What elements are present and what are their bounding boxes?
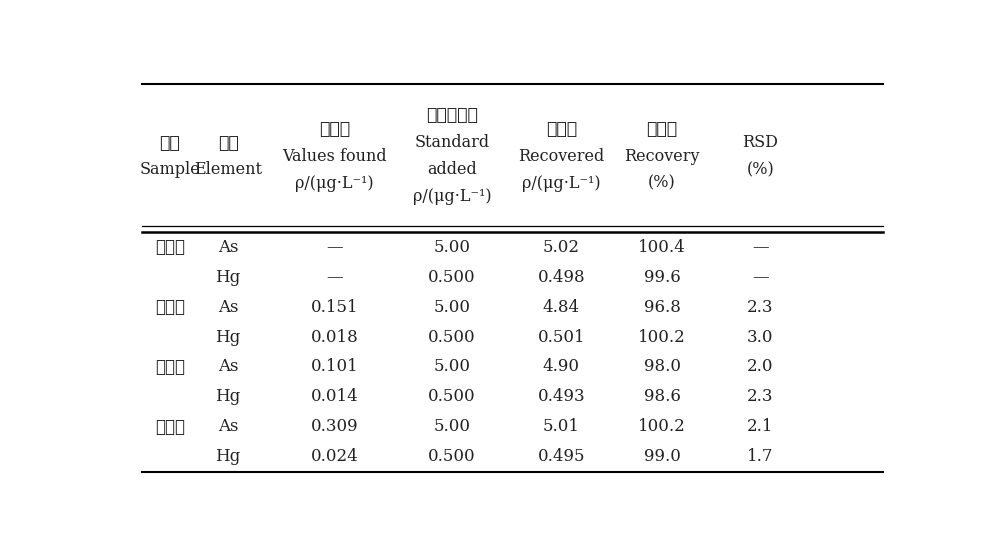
Text: 0.500: 0.500 xyxy=(428,448,476,465)
Text: —: — xyxy=(326,269,343,286)
Text: 0.498: 0.498 xyxy=(538,269,585,286)
Text: 景观水: 景观水 xyxy=(155,418,185,435)
Text: 0.501: 0.501 xyxy=(538,329,585,345)
Text: 100.2: 100.2 xyxy=(638,418,686,435)
Text: Recovered: Recovered xyxy=(518,148,604,165)
Text: 0.493: 0.493 xyxy=(538,388,585,405)
Text: 0.024: 0.024 xyxy=(310,448,358,465)
Text: 5.00: 5.00 xyxy=(434,418,471,435)
Text: 0.101: 0.101 xyxy=(310,358,358,375)
Text: 2.3: 2.3 xyxy=(747,388,774,405)
Text: As: As xyxy=(218,358,238,375)
Text: 2.0: 2.0 xyxy=(747,358,774,375)
Text: As: As xyxy=(218,239,238,256)
Text: 0.018: 0.018 xyxy=(310,329,358,345)
Text: 4.90: 4.90 xyxy=(543,358,580,375)
Text: 99.0: 99.0 xyxy=(644,448,681,465)
Text: 元素: 元素 xyxy=(218,134,238,151)
Text: 0.014: 0.014 xyxy=(310,388,358,405)
Text: 样品: 样品 xyxy=(160,134,180,151)
Text: 5.01: 5.01 xyxy=(543,418,580,435)
Text: 5.02: 5.02 xyxy=(543,239,580,256)
Text: 98.0: 98.0 xyxy=(644,358,681,375)
Text: 2.1: 2.1 xyxy=(747,418,774,435)
Text: Hg: Hg xyxy=(215,388,241,405)
Text: 回收率: 回收率 xyxy=(647,120,678,138)
Text: As: As xyxy=(218,299,238,315)
Text: 0.495: 0.495 xyxy=(538,448,585,465)
Text: 98.6: 98.6 xyxy=(644,388,681,405)
Text: —: — xyxy=(326,239,343,256)
Text: 3.0: 3.0 xyxy=(747,329,774,345)
Text: 2.3: 2.3 xyxy=(747,299,774,315)
Text: 5.00: 5.00 xyxy=(434,299,471,315)
Text: —: — xyxy=(752,239,769,256)
Text: Hg: Hg xyxy=(215,329,241,345)
Text: 0.500: 0.500 xyxy=(428,269,476,286)
Text: Hg: Hg xyxy=(215,448,241,465)
Text: ρ/(μg·L⁻¹): ρ/(μg·L⁻¹) xyxy=(413,188,491,205)
Text: Recovery: Recovery xyxy=(624,148,700,165)
Text: Element: Element xyxy=(194,161,262,178)
Text: ρ/(μg·L⁻¹): ρ/(μg·L⁻¹) xyxy=(522,175,601,192)
Text: —: — xyxy=(752,269,769,286)
Text: Standard: Standard xyxy=(414,134,490,151)
Text: 测定值: 测定值 xyxy=(319,120,350,138)
Text: As: As xyxy=(218,418,238,435)
Text: 5.00: 5.00 xyxy=(434,239,471,256)
Text: (%): (%) xyxy=(747,161,774,178)
Text: 标准加入量: 标准加入量 xyxy=(426,106,478,124)
Text: Sample: Sample xyxy=(140,161,200,178)
Text: 地表水: 地表水 xyxy=(155,298,185,316)
Text: 4.84: 4.84 xyxy=(543,299,580,315)
Text: 矿泉水: 矿泉水 xyxy=(155,238,185,256)
Text: ρ/(μg·L⁻¹): ρ/(μg·L⁻¹) xyxy=(295,175,374,192)
Text: 地下水: 地下水 xyxy=(155,358,185,376)
Text: 5.00: 5.00 xyxy=(434,358,471,375)
Text: 回收量: 回收量 xyxy=(546,120,577,138)
Text: 99.6: 99.6 xyxy=(644,269,680,286)
Text: 100.4: 100.4 xyxy=(638,239,686,256)
Text: RSD: RSD xyxy=(743,134,778,151)
Text: 0.309: 0.309 xyxy=(310,418,358,435)
Text: Values found: Values found xyxy=(282,148,387,165)
Text: 0.500: 0.500 xyxy=(428,388,476,405)
Text: (%): (%) xyxy=(648,175,676,192)
Text: 0.151: 0.151 xyxy=(310,299,358,315)
Text: 100.2: 100.2 xyxy=(638,329,686,345)
Text: 96.8: 96.8 xyxy=(644,299,681,315)
Text: 0.500: 0.500 xyxy=(428,329,476,345)
Text: 1.7: 1.7 xyxy=(747,448,774,465)
Text: added: added xyxy=(427,161,477,178)
Text: Hg: Hg xyxy=(215,269,241,286)
